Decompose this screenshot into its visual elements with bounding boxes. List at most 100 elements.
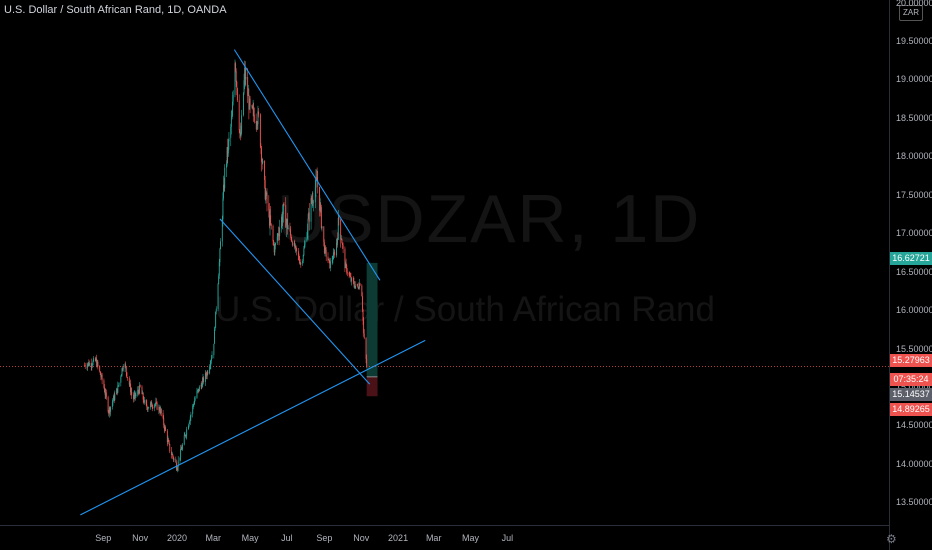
candle-body bbox=[125, 364, 127, 368]
candle-body bbox=[206, 375, 208, 377]
candle-body bbox=[268, 210, 270, 226]
settings-gear-icon[interactable]: ⚙ bbox=[886, 532, 897, 546]
candle-body bbox=[331, 259, 333, 262]
candle-body bbox=[180, 448, 182, 450]
candle-body bbox=[87, 362, 89, 365]
candle-body bbox=[307, 230, 308, 239]
candle-body bbox=[290, 235, 292, 240]
candle-body bbox=[210, 360, 212, 365]
candle-body bbox=[230, 119, 232, 127]
candle-body bbox=[253, 114, 255, 122]
candle-body bbox=[217, 284, 219, 309]
candle-body bbox=[348, 272, 350, 275]
candle-body bbox=[146, 407, 148, 410]
candle-body bbox=[108, 407, 110, 414]
candle-body bbox=[354, 285, 356, 288]
candle-body bbox=[289, 227, 291, 230]
candle-body bbox=[193, 404, 195, 406]
candle-body bbox=[188, 425, 189, 430]
candle-body bbox=[99, 371, 101, 375]
candle-body bbox=[139, 385, 141, 387]
price-tick-label: 19.00000 bbox=[896, 74, 932, 85]
candle-body bbox=[190, 414, 192, 417]
candle-body bbox=[244, 67, 246, 81]
candle-body bbox=[247, 94, 249, 96]
candle-body bbox=[213, 343, 215, 355]
candle-body bbox=[243, 80, 245, 93]
candle-body bbox=[296, 247, 298, 252]
candle-body bbox=[252, 108, 254, 109]
candle-body bbox=[346, 265, 348, 273]
candle-body bbox=[138, 391, 140, 394]
candle-body bbox=[300, 263, 302, 264]
candle-body bbox=[121, 368, 123, 375]
candle-body bbox=[93, 358, 95, 361]
candle-body bbox=[286, 219, 288, 222]
candle-body bbox=[230, 126, 232, 138]
candle-body bbox=[110, 406, 112, 412]
time-tick-label: Sep bbox=[316, 533, 333, 543]
candle-body bbox=[194, 400, 195, 405]
candle-body bbox=[320, 207, 322, 228]
candle-body bbox=[323, 226, 325, 243]
chart-title: U.S. Dollar / South African Rand, 1D, OA… bbox=[4, 4, 227, 16]
candle-body bbox=[122, 367, 124, 370]
candle-body bbox=[277, 233, 279, 237]
candle-body bbox=[125, 367, 127, 373]
candle-body bbox=[303, 248, 305, 256]
candle-body bbox=[248, 94, 250, 110]
candle-body bbox=[99, 366, 101, 372]
candle-body bbox=[342, 245, 344, 249]
candle-body bbox=[104, 392, 106, 395]
candle-body bbox=[215, 311, 217, 328]
candle-body bbox=[264, 180, 266, 200]
candle-body bbox=[222, 198, 224, 219]
candle-body bbox=[344, 248, 346, 268]
candle-body bbox=[133, 394, 134, 400]
candle-body bbox=[202, 377, 204, 381]
candle-body bbox=[116, 388, 118, 395]
candle-body bbox=[261, 148, 263, 162]
trendline-support bbox=[80, 339, 426, 516]
candle-body bbox=[353, 281, 355, 286]
candle-body bbox=[260, 145, 262, 149]
candle-body bbox=[351, 277, 353, 282]
candle-body bbox=[118, 382, 120, 386]
candle-body bbox=[287, 219, 288, 230]
loss-zone bbox=[366, 376, 378, 397]
candle-body bbox=[333, 252, 335, 254]
candle-body bbox=[155, 401, 157, 405]
candle-body bbox=[203, 377, 205, 382]
candle-body bbox=[126, 372, 128, 378]
candle-body bbox=[127, 377, 128, 378]
candle-body bbox=[221, 218, 223, 242]
candle-body bbox=[210, 358, 212, 361]
time-tick-label: Jul bbox=[281, 533, 293, 543]
candle-body bbox=[314, 187, 316, 203]
candle-body bbox=[281, 216, 282, 229]
currency-button[interactable]: ZAR bbox=[899, 5, 923, 21]
candle-body bbox=[357, 283, 359, 287]
candle-body bbox=[285, 205, 287, 228]
candle-body bbox=[240, 132, 242, 137]
candle-body bbox=[131, 391, 133, 395]
candle-body bbox=[361, 285, 363, 297]
candle-body bbox=[105, 392, 107, 398]
candle-body bbox=[133, 395, 135, 400]
candle-body bbox=[198, 388, 200, 392]
candle-body bbox=[154, 404, 156, 408]
candle-body bbox=[151, 406, 153, 408]
candle-body bbox=[226, 147, 228, 164]
candle-body bbox=[197, 388, 199, 391]
candle-body bbox=[163, 417, 165, 426]
candle-body bbox=[134, 392, 136, 397]
candle-body bbox=[117, 385, 119, 393]
candle-body bbox=[242, 92, 244, 116]
candle-body bbox=[104, 387, 105, 393]
candle-body bbox=[345, 262, 347, 266]
candle-body bbox=[214, 327, 216, 330]
candle-body bbox=[235, 63, 237, 72]
candle-body bbox=[299, 259, 301, 264]
